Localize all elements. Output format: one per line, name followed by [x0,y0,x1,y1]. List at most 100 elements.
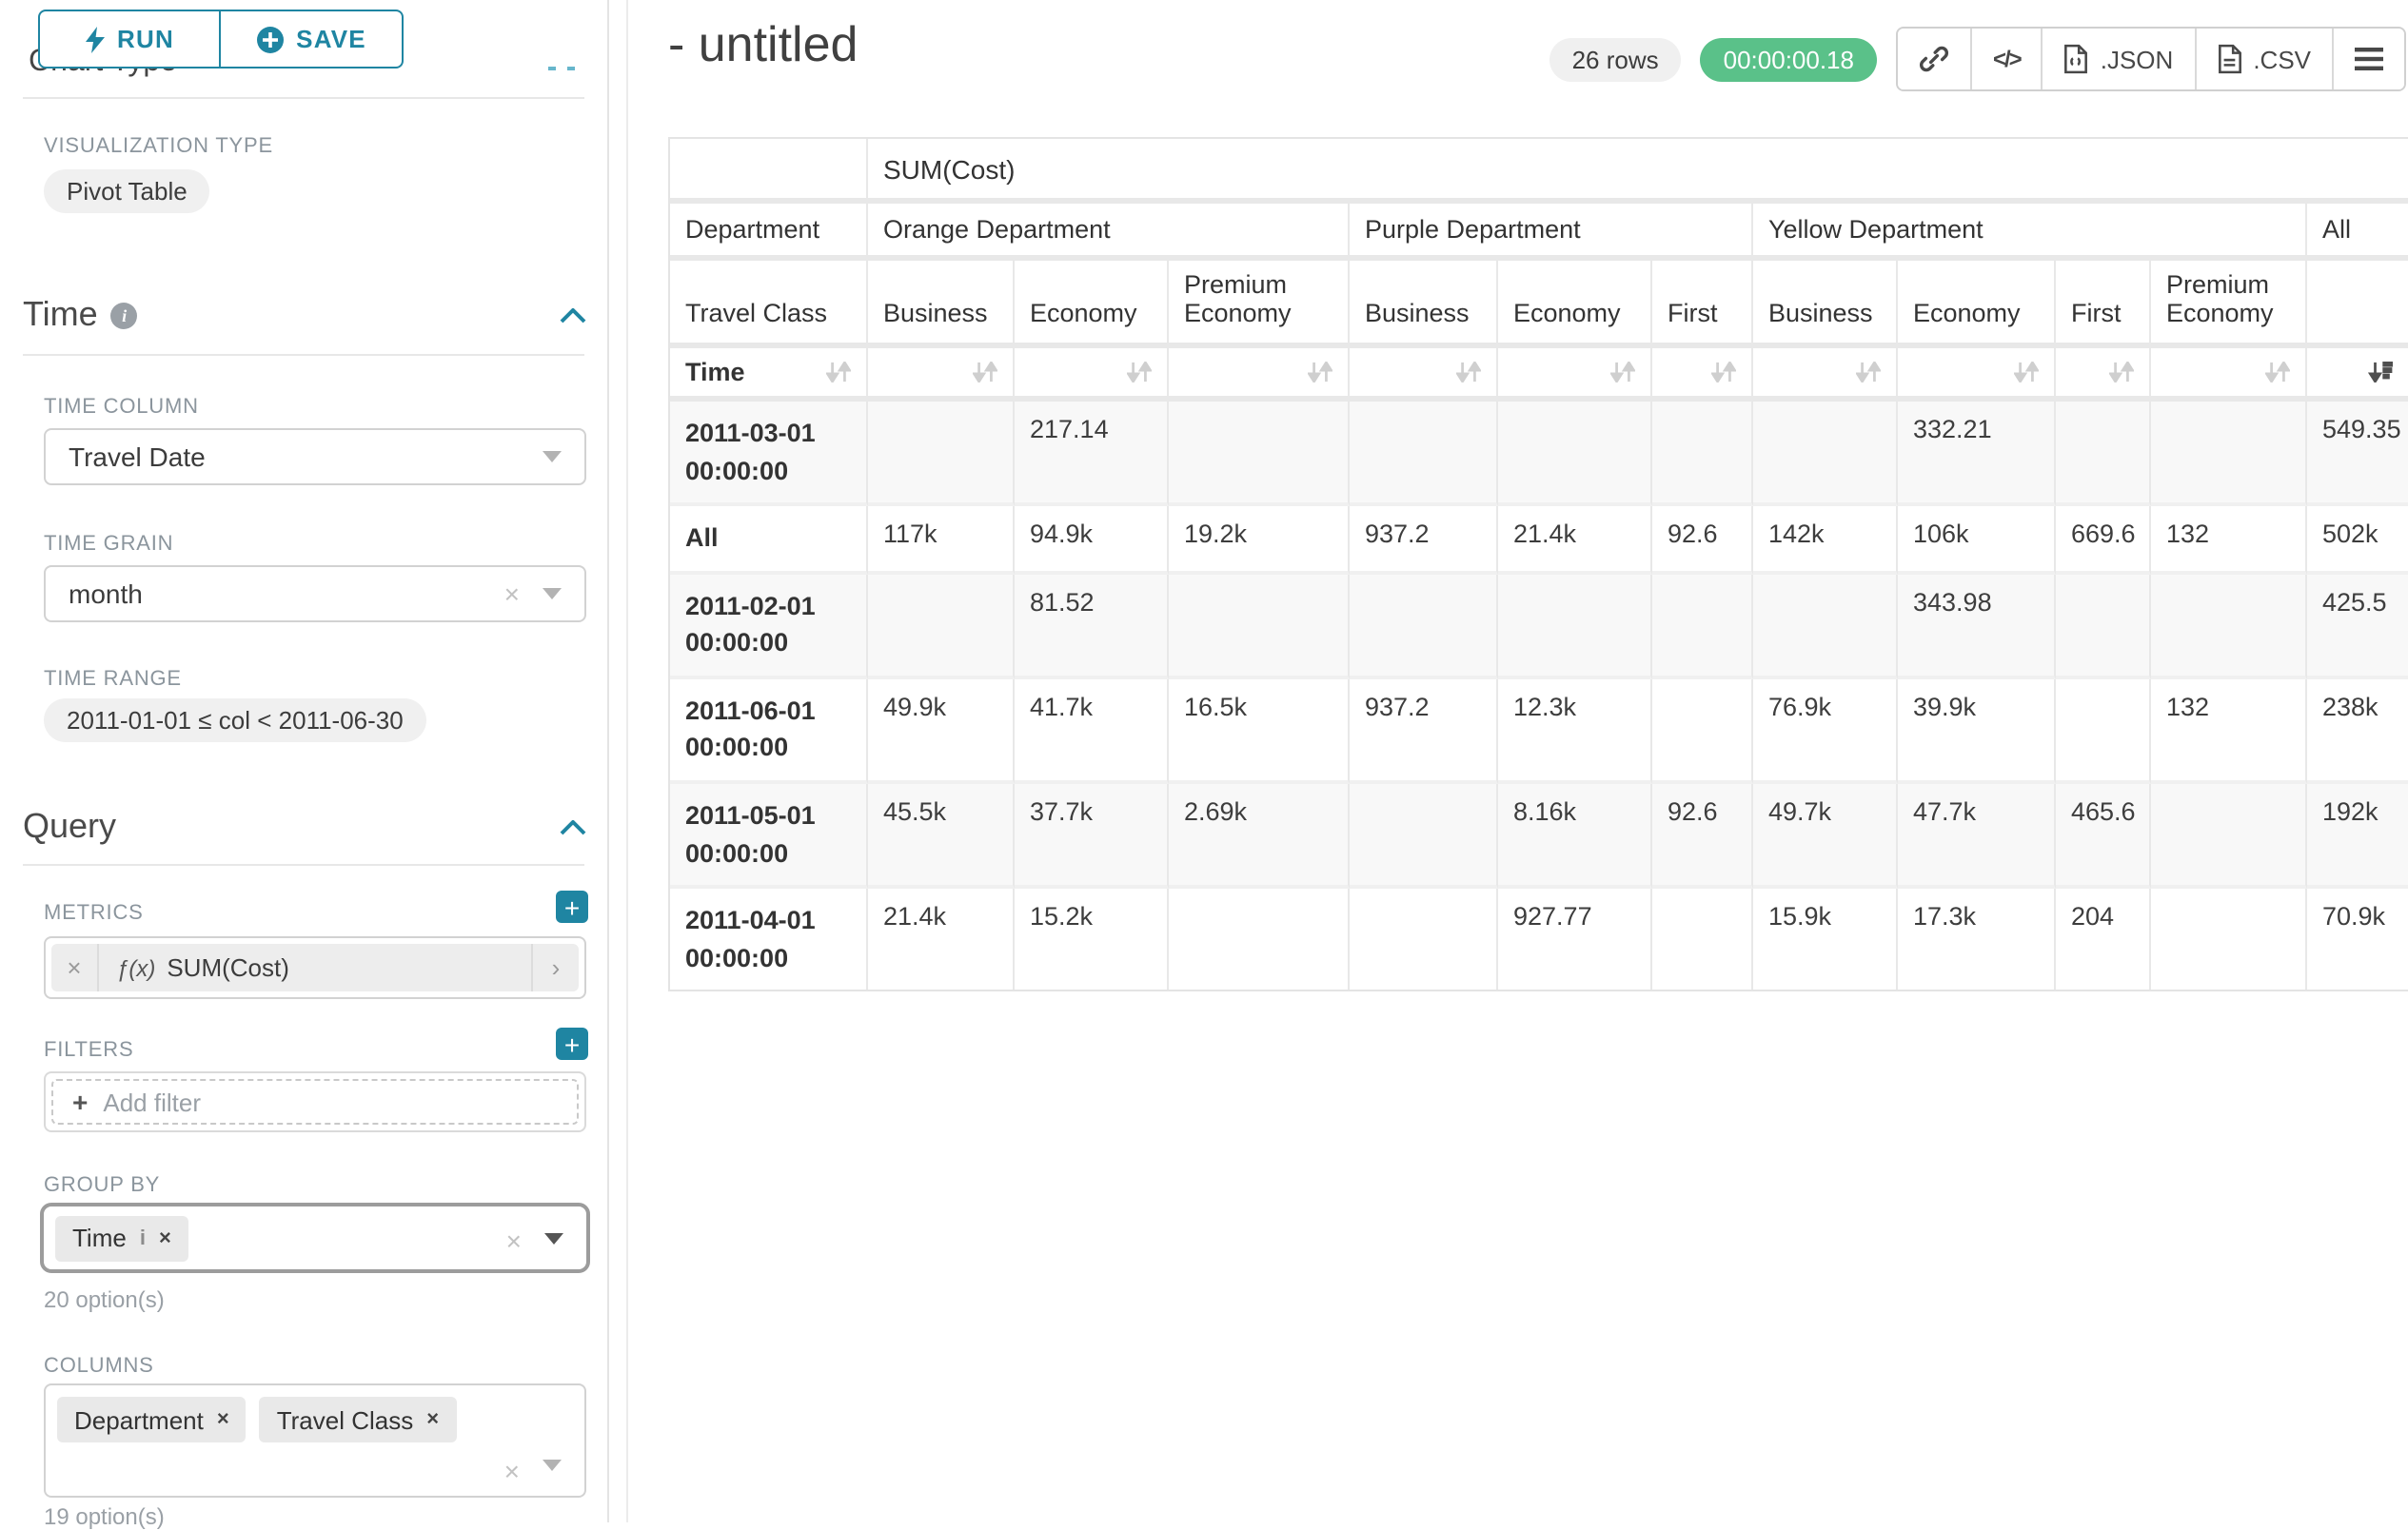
sort-icon[interactable] [1456,362,1481,382]
sort-icon[interactable] [1856,362,1881,382]
pivot-cell [868,574,1015,679]
sort-icon[interactable] [826,362,851,382]
share-link-button[interactable] [1898,29,1970,89]
sort-desc-icon[interactable] [2368,362,2394,382]
pivot-cell [2151,889,2307,991]
pivot-cell: 41.7k [1015,678,1169,784]
pivot-cell: 343.98 [1898,574,2056,679]
pivot-table: SUM(Cost) Department Orange Department Purp… [668,137,2408,992]
pivot-row-label: 2011-04-01 00:00:00 [670,889,868,991]
sort-icon[interactable] [1711,362,1736,382]
export-csv-button[interactable]: .CSV [2194,29,2332,89]
export-csv-label: .CSV [2253,45,2311,73]
remove-tag-icon[interactable]: × [158,1226,171,1249]
column-sort-header[interactable] [1753,348,1898,402]
chart-title[interactable]: - untitled [668,15,859,72]
run-save-button-group: RUN SAVE [38,10,404,69]
chevron-right-icon[interactable]: › [531,944,579,991]
columns-tag: Travel Class × [259,1397,457,1442]
sort-icon[interactable] [2265,362,2290,382]
pivot-cell [2056,574,2151,679]
viz-type-label: VISUALIZATION TYPE [44,135,273,158]
time-range-pill[interactable]: 2011-01-01 ≤ col < 2011-06-30 [44,698,426,742]
column-sort-header[interactable] [1498,348,1652,402]
add-filter-button[interactable]: + Add filter [51,1079,579,1125]
export-json-button[interactable]: .JSON [2041,29,2195,89]
metric-pill[interactable]: × ƒ(x) SUM(Cost) › [51,944,579,991]
viz-type-pill[interactable]: Pivot Table [44,169,210,213]
chevron-up-icon[interactable] [560,308,586,324]
group-by-select[interactable]: Time i × × [40,1203,590,1273]
metric-name: SUM(Cost) [167,953,289,982]
group-by-options-count: 20 option(s) [44,1286,165,1313]
sort-icon[interactable] [2014,362,2039,382]
columns-options-count: 19 option(s) [44,1503,165,1530]
clear-icon[interactable]: × [503,1456,520,1486]
pivot-cell: 12.3k [1498,678,1652,784]
pivot-cell [2151,402,2307,507]
column-sort-header[interactable] [2151,348,2307,402]
hamburger-icon [2355,48,2383,70]
caret-down-icon[interactable] [543,1460,562,1471]
columns-select[interactable]: Department × Travel Class × × [44,1383,586,1498]
remove-tag-icon[interactable]: × [426,1408,440,1431]
link-icon [1919,46,1949,72]
embed-code-button[interactable]: </> [1970,29,2042,89]
pivot-cell: 45.5k [868,783,1015,890]
sort-icon[interactable] [973,362,997,382]
control-panel-sidebar: Chart Type RUN SAVE VISUALIZATION TYPE P… [0,0,628,1530]
column-sort-header[interactable] [1015,348,1169,402]
pivot-cell [1652,402,1753,507]
pivot-row: 2011-05-01 00:00:00 45.5k 37.7k 2.69k 8.16k 9… [670,783,2408,890]
add-metric-button[interactable]: + [556,891,588,923]
caret-down-icon[interactable] [544,1232,563,1244]
chevron-up-icon[interactable] [560,820,586,835]
pivot-cell [1350,402,1498,507]
column-sort-header[interactable] [2307,348,2408,402]
metric-header: SUM(Cost) [868,139,2408,204]
pivot-cell: 39.9k [1898,678,2056,784]
remove-metric-icon[interactable]: × [51,944,99,991]
sort-icon[interactable] [1308,362,1332,382]
department-group-header: Purple Department [1350,204,1753,261]
clear-icon[interactable]: × [505,1225,522,1255]
row-dimension-sort-header[interactable]: Time [670,348,868,402]
column-sort-header[interactable] [1350,348,1498,402]
section-divider [23,354,584,356]
add-filter-plus-button[interactable]: + [556,1028,588,1060]
column-sort-header[interactable] [2056,348,2151,402]
pivot-cell [1652,678,1753,784]
pivot-cell: 2.69k [1169,783,1350,890]
menu-button[interactable] [2332,29,2404,89]
time-section-header[interactable]: Time i [23,295,138,335]
sort-icon[interactable] [1610,362,1635,382]
column-sort-header[interactable] [1169,348,1350,402]
pivot-cell: 15.2k [1015,889,1169,991]
sort-icon[interactable] [2109,362,2134,382]
column-sort-header[interactable] [1898,348,2056,402]
code-icon: </> [1993,46,2023,72]
pivot-cell [1652,574,1753,679]
remove-tag-icon[interactable]: × [216,1408,229,1431]
time-section-title: Time [23,295,98,333]
pivot-cell: 8.16k [1498,783,1652,890]
run-button[interactable]: RUN [38,10,221,69]
time-column-select[interactable]: Travel Date [44,428,586,485]
time-range-label: TIME RANGE [44,668,182,691]
time-grain-label: TIME GRAIN [44,533,174,556]
json-file-icon [2064,44,2088,74]
sort-icon[interactable] [1127,362,1152,382]
lightning-bolt-icon [85,26,105,52]
clear-icon[interactable]: × [503,579,520,609]
export-button-group: </> .JSON .CSV [1896,27,2406,91]
query-section-header[interactable]: Query [23,807,116,847]
column-sort-header[interactable] [1652,348,1753,402]
pivot-cell: 19.2k [1169,506,1350,575]
plus-circle-icon [256,26,284,52]
save-button[interactable]: SAVE [221,10,404,69]
pivot-cell: 47.7k [1898,783,2056,890]
column-sort-header[interactable] [868,348,1015,402]
info-icon: i [139,1226,146,1249]
pivot-cell: 465.6 [2056,783,2151,890]
time-grain-select[interactable]: month × [44,565,586,622]
